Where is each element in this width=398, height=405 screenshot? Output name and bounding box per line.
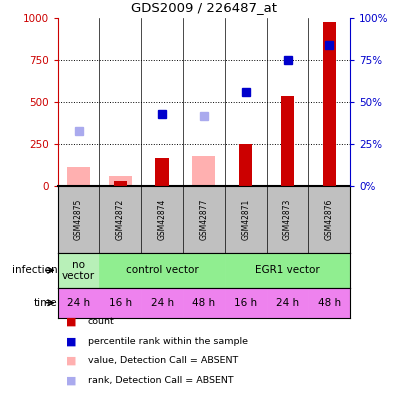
Text: 24 h: 24 h [150, 298, 174, 308]
Text: 24 h: 24 h [67, 298, 90, 308]
Bar [225, 288, 267, 318]
Text: 48 h: 48 h [318, 298, 341, 308]
Bar [308, 288, 350, 318]
Bar [58, 253, 100, 288]
Title: GDS2009 / 226487_at: GDS2009 / 226487_at [131, 1, 277, 14]
Text: infection: infection [12, 265, 58, 275]
Text: rank, Detection Call = ABSENT: rank, Detection Call = ABSENT [88, 376, 233, 385]
Text: percentile rank within the sample: percentile rank within the sample [88, 337, 248, 346]
Text: GSM42875: GSM42875 [74, 199, 83, 241]
Text: GSM42876: GSM42876 [325, 199, 334, 241]
Text: GSM42871: GSM42871 [241, 199, 250, 240]
Bar [225, 253, 350, 288]
Bar [239, 144, 252, 186]
Text: time: time [34, 298, 58, 308]
Bar [58, 288, 100, 318]
Text: GSM42877: GSM42877 [199, 199, 209, 241]
Bar [109, 176, 132, 186]
Text: ■: ■ [66, 375, 76, 385]
Text: 24 h: 24 h [276, 298, 299, 308]
Text: ■: ■ [66, 337, 76, 346]
Bar [183, 288, 225, 318]
Text: value, Detection Call = ABSENT: value, Detection Call = ABSENT [88, 356, 238, 365]
Bar [141, 288, 183, 318]
Text: 16 h: 16 h [234, 298, 258, 308]
Text: 48 h: 48 h [192, 298, 216, 308]
Bar [100, 253, 225, 288]
Bar [193, 156, 215, 186]
Bar [323, 21, 336, 186]
Bar [67, 167, 90, 186]
Bar [114, 181, 127, 186]
Bar [156, 158, 169, 186]
Text: ■: ■ [66, 317, 76, 327]
Text: control vector: control vector [126, 265, 199, 275]
Text: count: count [88, 318, 114, 326]
Text: GSM42872: GSM42872 [116, 199, 125, 240]
Text: GSM42873: GSM42873 [283, 199, 292, 241]
Text: ■: ■ [66, 356, 76, 366]
Text: EGR1 vector: EGR1 vector [255, 265, 320, 275]
Text: no
vector: no vector [62, 260, 95, 281]
Bar [100, 288, 141, 318]
Bar [281, 96, 294, 186]
Text: 16 h: 16 h [109, 298, 132, 308]
Bar [267, 288, 308, 318]
Text: GSM42874: GSM42874 [158, 199, 167, 241]
